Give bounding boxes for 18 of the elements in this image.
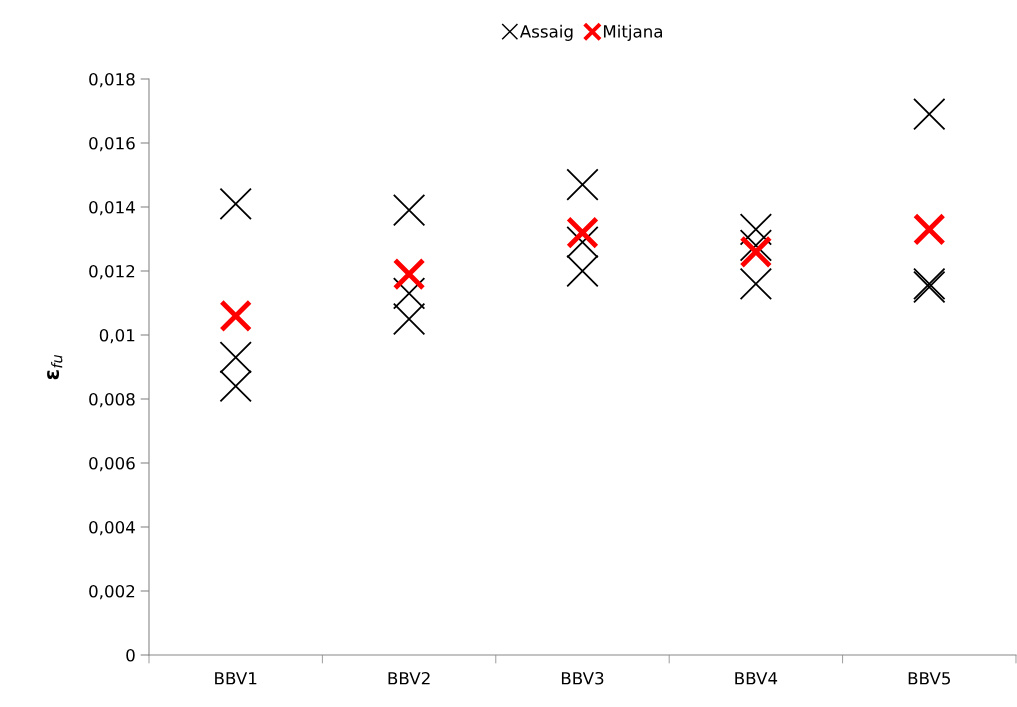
x-tick-label: BBV1 [215, 672, 257, 685]
y-tick-label: 0,018 [89, 72, 135, 88]
y-tick-label: 0,014 [89, 200, 135, 216]
x-tick-label: BBV4 [735, 672, 778, 685]
x-tick-label: BBV2 [388, 671, 430, 685]
y-tick-label: 0,006 [89, 456, 135, 472]
y-tick-label: 0 [126, 648, 135, 662]
y-axis-title: ε$_{fu}$ [47, 354, 63, 380]
legend-label: Mitjana [603, 24, 662, 41]
y-tick-label: 0,002 [89, 584, 135, 600]
y-tick-label: 0,008 [89, 392, 135, 408]
y-tick-label: 0,01 [99, 328, 135, 344]
x-tick-label: BBV5 [908, 672, 950, 685]
y-tick-label: 0,016 [89, 136, 135, 152]
x-tick-label: BBV3 [561, 671, 604, 685]
y-tick-label: 0,012 [89, 264, 135, 280]
y-tick-label: 0,004 [89, 520, 135, 536]
legend-label: Assaig [519, 24, 573, 41]
